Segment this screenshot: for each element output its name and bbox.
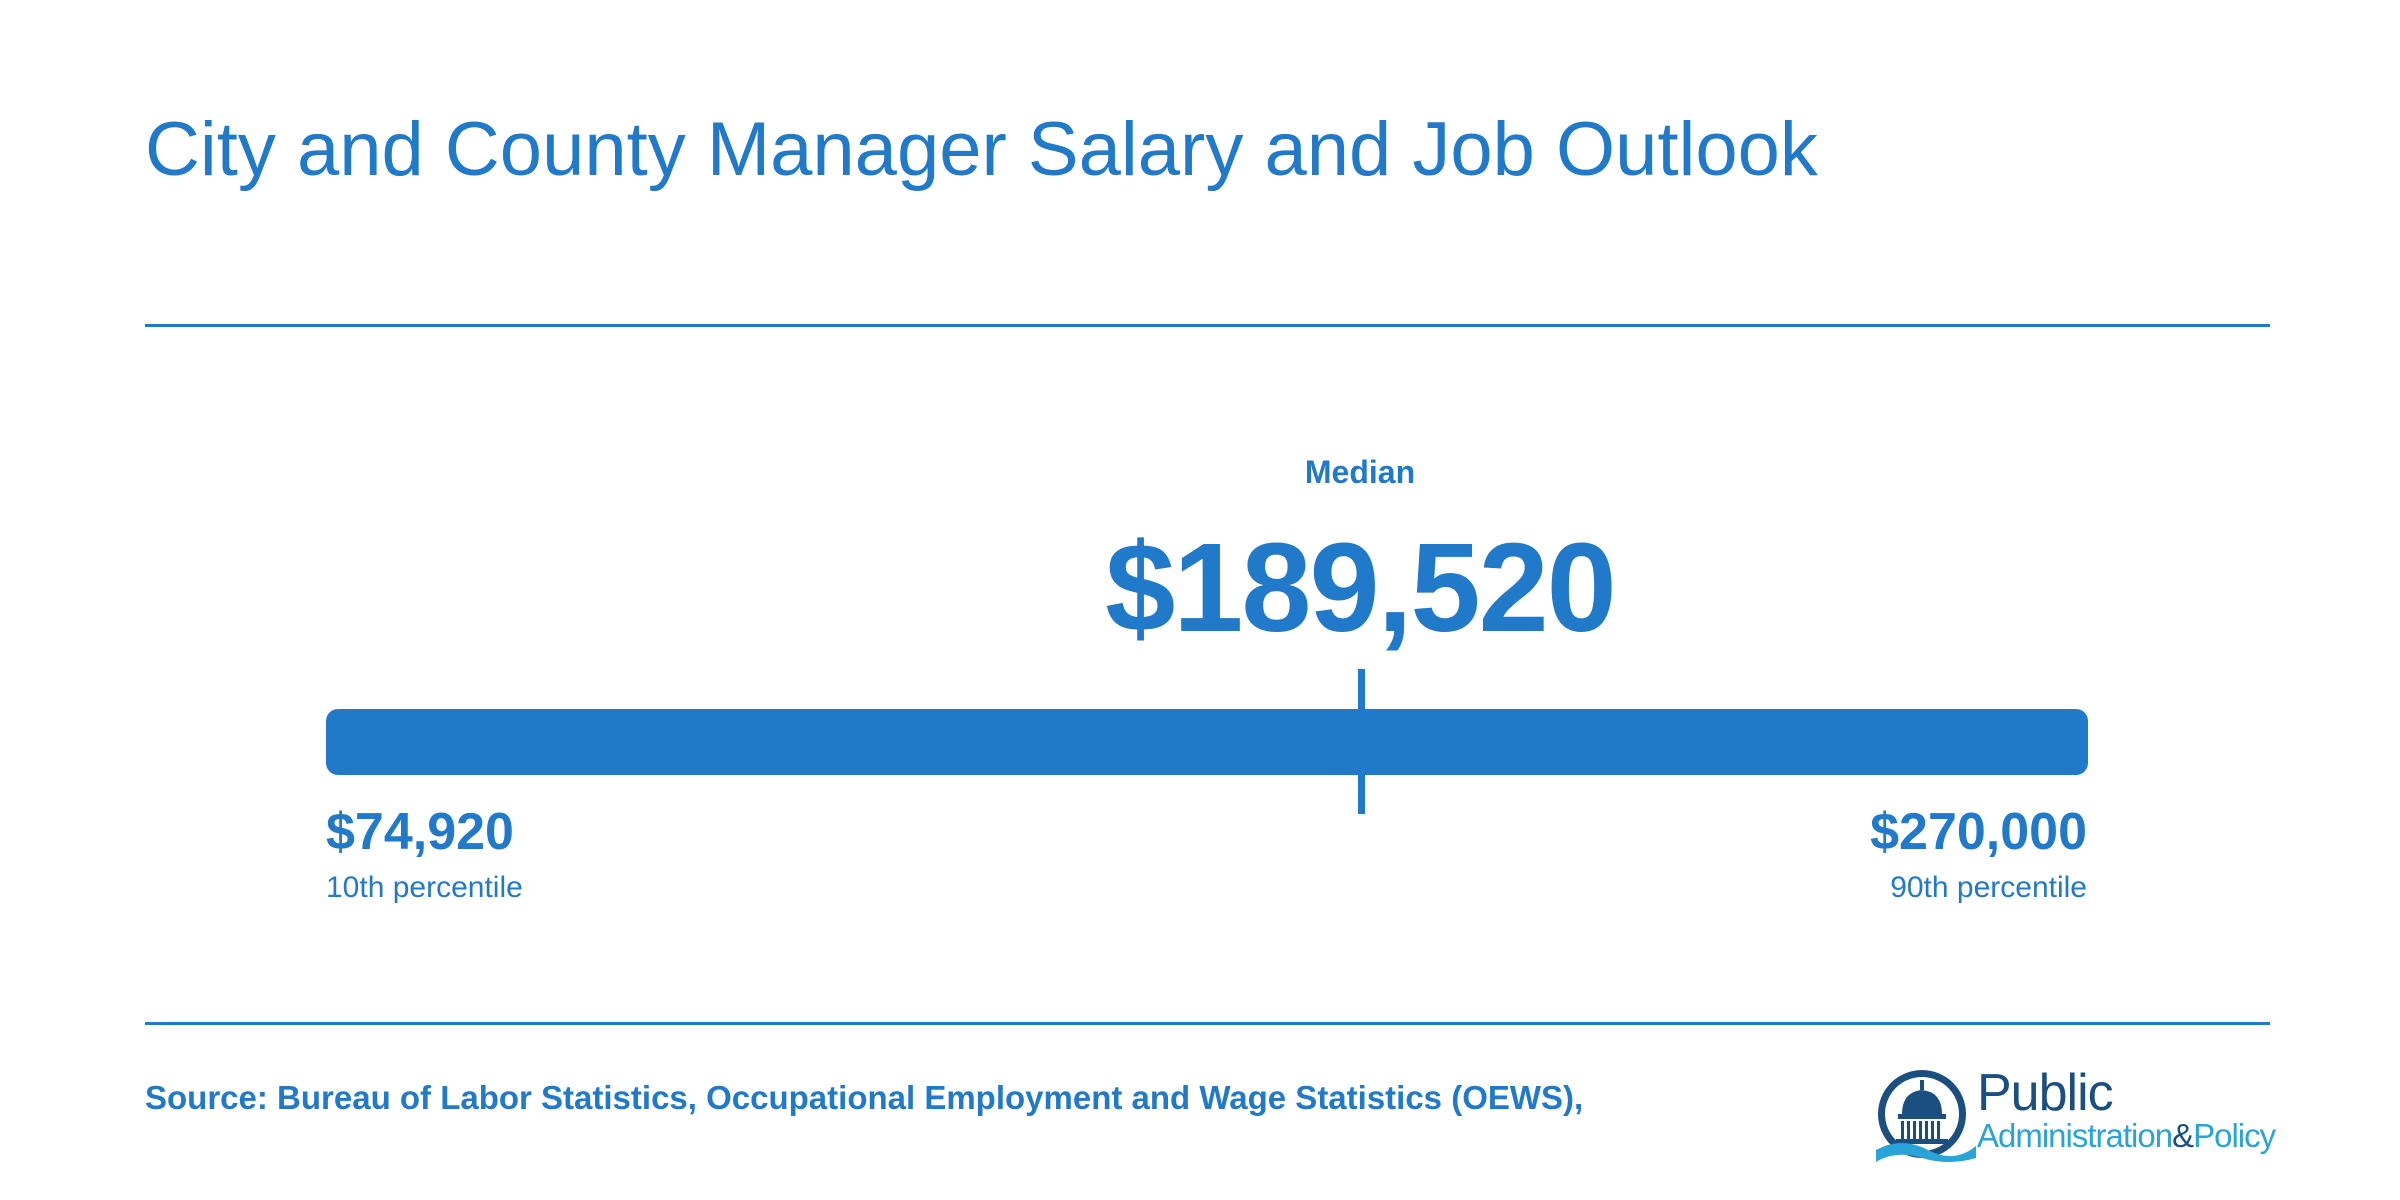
logo-word-policy: Policy: [2193, 1117, 2276, 1154]
logo-word-administration-policy: Administration&Policy: [1977, 1117, 2276, 1154]
capitol-dome-icon: [1876, 1070, 1976, 1162]
median-marker: [1358, 669, 1365, 814]
salary-range-bar: [326, 709, 2088, 775]
bottom-divider: [145, 1022, 2270, 1025]
median-value: $189,520: [1105, 517, 1617, 658]
top-divider: [145, 324, 2270, 327]
low-salary-value: $74,920: [326, 803, 514, 861]
source-note: Source: Bureau of Labor Statistics, Occu…: [145, 1079, 1584, 1116]
page-title: City and County Manager Salary and Job O…: [145, 107, 1818, 192]
high-percentile-label: 90th percentile: [1890, 871, 2087, 904]
low-percentile-label: 10th percentile: [326, 871, 523, 904]
logo-word-administration: Administration: [1977, 1117, 2173, 1154]
logo-word-public: Public: [1977, 1064, 2114, 1122]
high-salary-value: $270,000: [1870, 803, 2087, 861]
median-label: Median: [1304, 454, 1416, 490]
brand-logo: Public Administration&Policy: [1872, 1062, 2276, 1172]
logo-ampersand: &: [2172, 1117, 2194, 1154]
